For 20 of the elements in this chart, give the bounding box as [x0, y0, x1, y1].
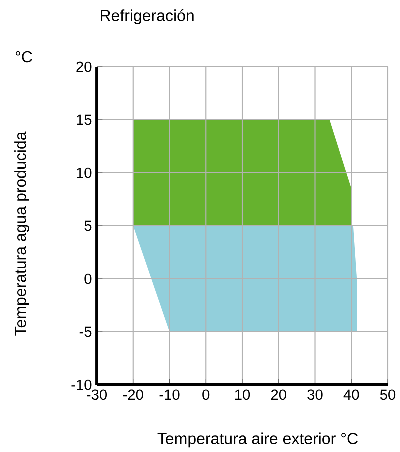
y-tick-label: -5: [80, 326, 92, 338]
y-tick-label: 0: [84, 274, 92, 284]
x-tick-label: 50: [380, 390, 396, 400]
chart-title: Refrigeración: [101, 9, 194, 25]
x-tick-label: -20: [123, 390, 144, 400]
x-axis-title: Temperatura aire exterior °C: [158, 432, 358, 448]
y-tick-label: -10: [72, 380, 92, 390]
x-tick-label: 40: [344, 390, 360, 400]
y-tick-label: 10: [77, 168, 92, 178]
y-axis-title: Temperatura agua producida: [14, 132, 30, 336]
y-tick-label: 5: [84, 220, 92, 232]
x-tick-label: 0: [202, 390, 210, 400]
y-tick-label: 15: [77, 114, 92, 126]
x-tick-label: -30: [87, 390, 108, 400]
y-tick-label: 20: [76, 62, 92, 72]
x-tick-label: 20: [271, 390, 286, 400]
text: °C: [16, 51, 32, 63]
x-tick-label: -10: [160, 390, 180, 400]
x-tick-label: 30: [308, 390, 323, 400]
x-tick-label: 10: [235, 390, 250, 400]
